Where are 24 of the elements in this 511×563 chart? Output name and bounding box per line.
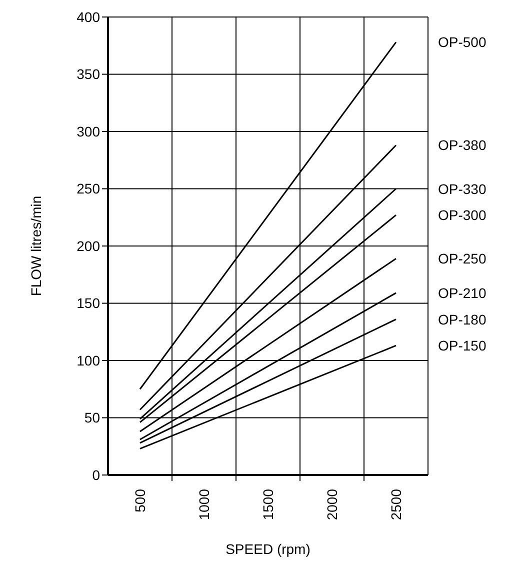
y-tick-label: 400 bbox=[76, 8, 100, 25]
y-tick-label: 150 bbox=[76, 295, 100, 312]
x-tick-label: 2500 bbox=[388, 488, 404, 520]
y-tick-label: 0 bbox=[92, 466, 100, 483]
y-axis-title: FLOW litres/min bbox=[28, 196, 44, 296]
x-tick-label: 1500 bbox=[260, 488, 276, 520]
text: OP-380 bbox=[438, 137, 486, 154]
x-tick-label: 500 bbox=[132, 488, 148, 512]
x-axis-title: SPEED (rpm) bbox=[226, 541, 310, 557]
text: OP-150 bbox=[438, 338, 486, 354]
text: OP-250 bbox=[438, 250, 486, 267]
text: OP-300 bbox=[438, 207, 486, 224]
y-tick-label: 300 bbox=[76, 123, 100, 140]
y-tick-label: 50 bbox=[84, 410, 100, 426]
y-tick-label: 100 bbox=[76, 352, 100, 368]
y-tick-label: 250 bbox=[76, 180, 100, 197]
text: OP-210 bbox=[438, 284, 486, 301]
text: OP-330 bbox=[438, 180, 486, 197]
x-tick-label: 2000 bbox=[324, 488, 340, 520]
text: OP-500 bbox=[438, 34, 486, 50]
text: OP-180 bbox=[438, 311, 486, 328]
y-tick-label: 350 bbox=[76, 66, 100, 82]
y-tick-label: 200 bbox=[76, 238, 100, 254]
x-tick-label: 1000 bbox=[196, 488, 212, 520]
